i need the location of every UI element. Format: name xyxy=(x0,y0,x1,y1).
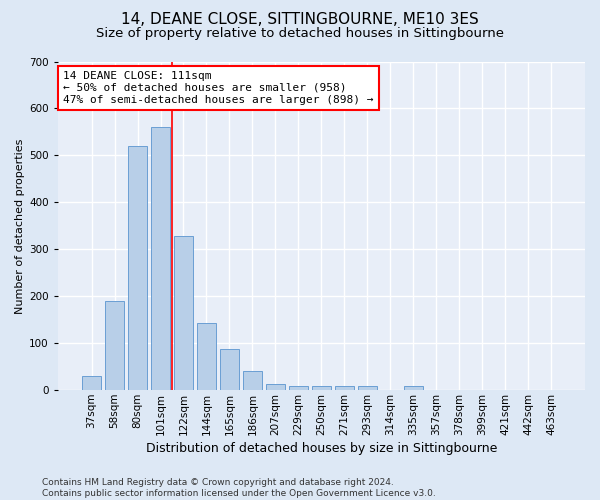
Bar xyxy=(105,301,124,390)
X-axis label: Distribution of detached houses by size in Sittingbourne: Distribution of detached houses by size … xyxy=(146,442,497,455)
Text: Contains HM Land Registry data © Crown copyright and database right 2024.
Contai: Contains HM Land Registry data © Crown c… xyxy=(42,478,436,498)
Text: 14, DEANE CLOSE, SITTINGBOURNE, ME10 3ES: 14, DEANE CLOSE, SITTINGBOURNE, ME10 3ES xyxy=(121,12,479,28)
Bar xyxy=(128,146,147,390)
Text: 14 DEANE CLOSE: 111sqm
← 50% of detached houses are smaller (958)
47% of semi-de: 14 DEANE CLOSE: 111sqm ← 50% of detached… xyxy=(63,72,374,104)
Bar xyxy=(197,323,216,390)
Bar xyxy=(174,236,193,390)
Y-axis label: Number of detached properties: Number of detached properties xyxy=(15,138,25,314)
Bar xyxy=(151,127,170,390)
Bar xyxy=(266,384,285,390)
Bar xyxy=(289,386,308,390)
Text: Size of property relative to detached houses in Sittingbourne: Size of property relative to detached ho… xyxy=(96,28,504,40)
Bar xyxy=(358,386,377,390)
Bar xyxy=(311,386,331,390)
Bar xyxy=(404,386,423,390)
Bar xyxy=(335,386,354,390)
Bar xyxy=(220,349,239,390)
Bar xyxy=(242,372,262,390)
Bar xyxy=(82,376,101,390)
